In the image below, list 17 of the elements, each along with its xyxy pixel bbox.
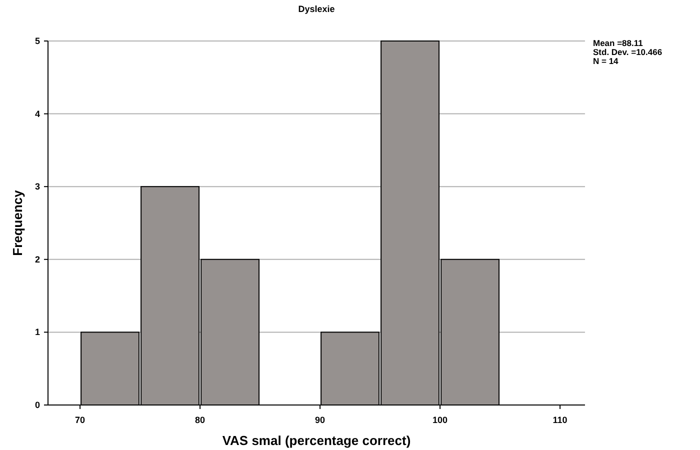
x-tick-label: 100: [432, 415, 448, 425]
text: N = 14: [593, 56, 619, 66]
x-tick-label: 80: [195, 415, 206, 425]
text: Mean =88.11: [593, 38, 644, 48]
x-tick-label: 70: [75, 415, 86, 425]
y-tick-label: 0: [34, 400, 40, 410]
y-tick-label: 5: [34, 36, 40, 46]
chart-title: Dyslexie: [298, 4, 335, 14]
y-axis-title: Frequency: [10, 189, 25, 256]
y-tick-label: 2: [34, 254, 40, 264]
y-tick-label: 1: [34, 327, 40, 338]
x-tick-label: 90: [315, 415, 326, 425]
text: Std. Dev. =10.466: [593, 47, 662, 57]
y-tick-label: 3: [34, 182, 40, 192]
y-tick-label: 4: [34, 108, 40, 119]
x-tick-label: 110: [552, 415, 568, 425]
x-axis-title: VAS smal (percentage correct): [222, 433, 411, 448]
